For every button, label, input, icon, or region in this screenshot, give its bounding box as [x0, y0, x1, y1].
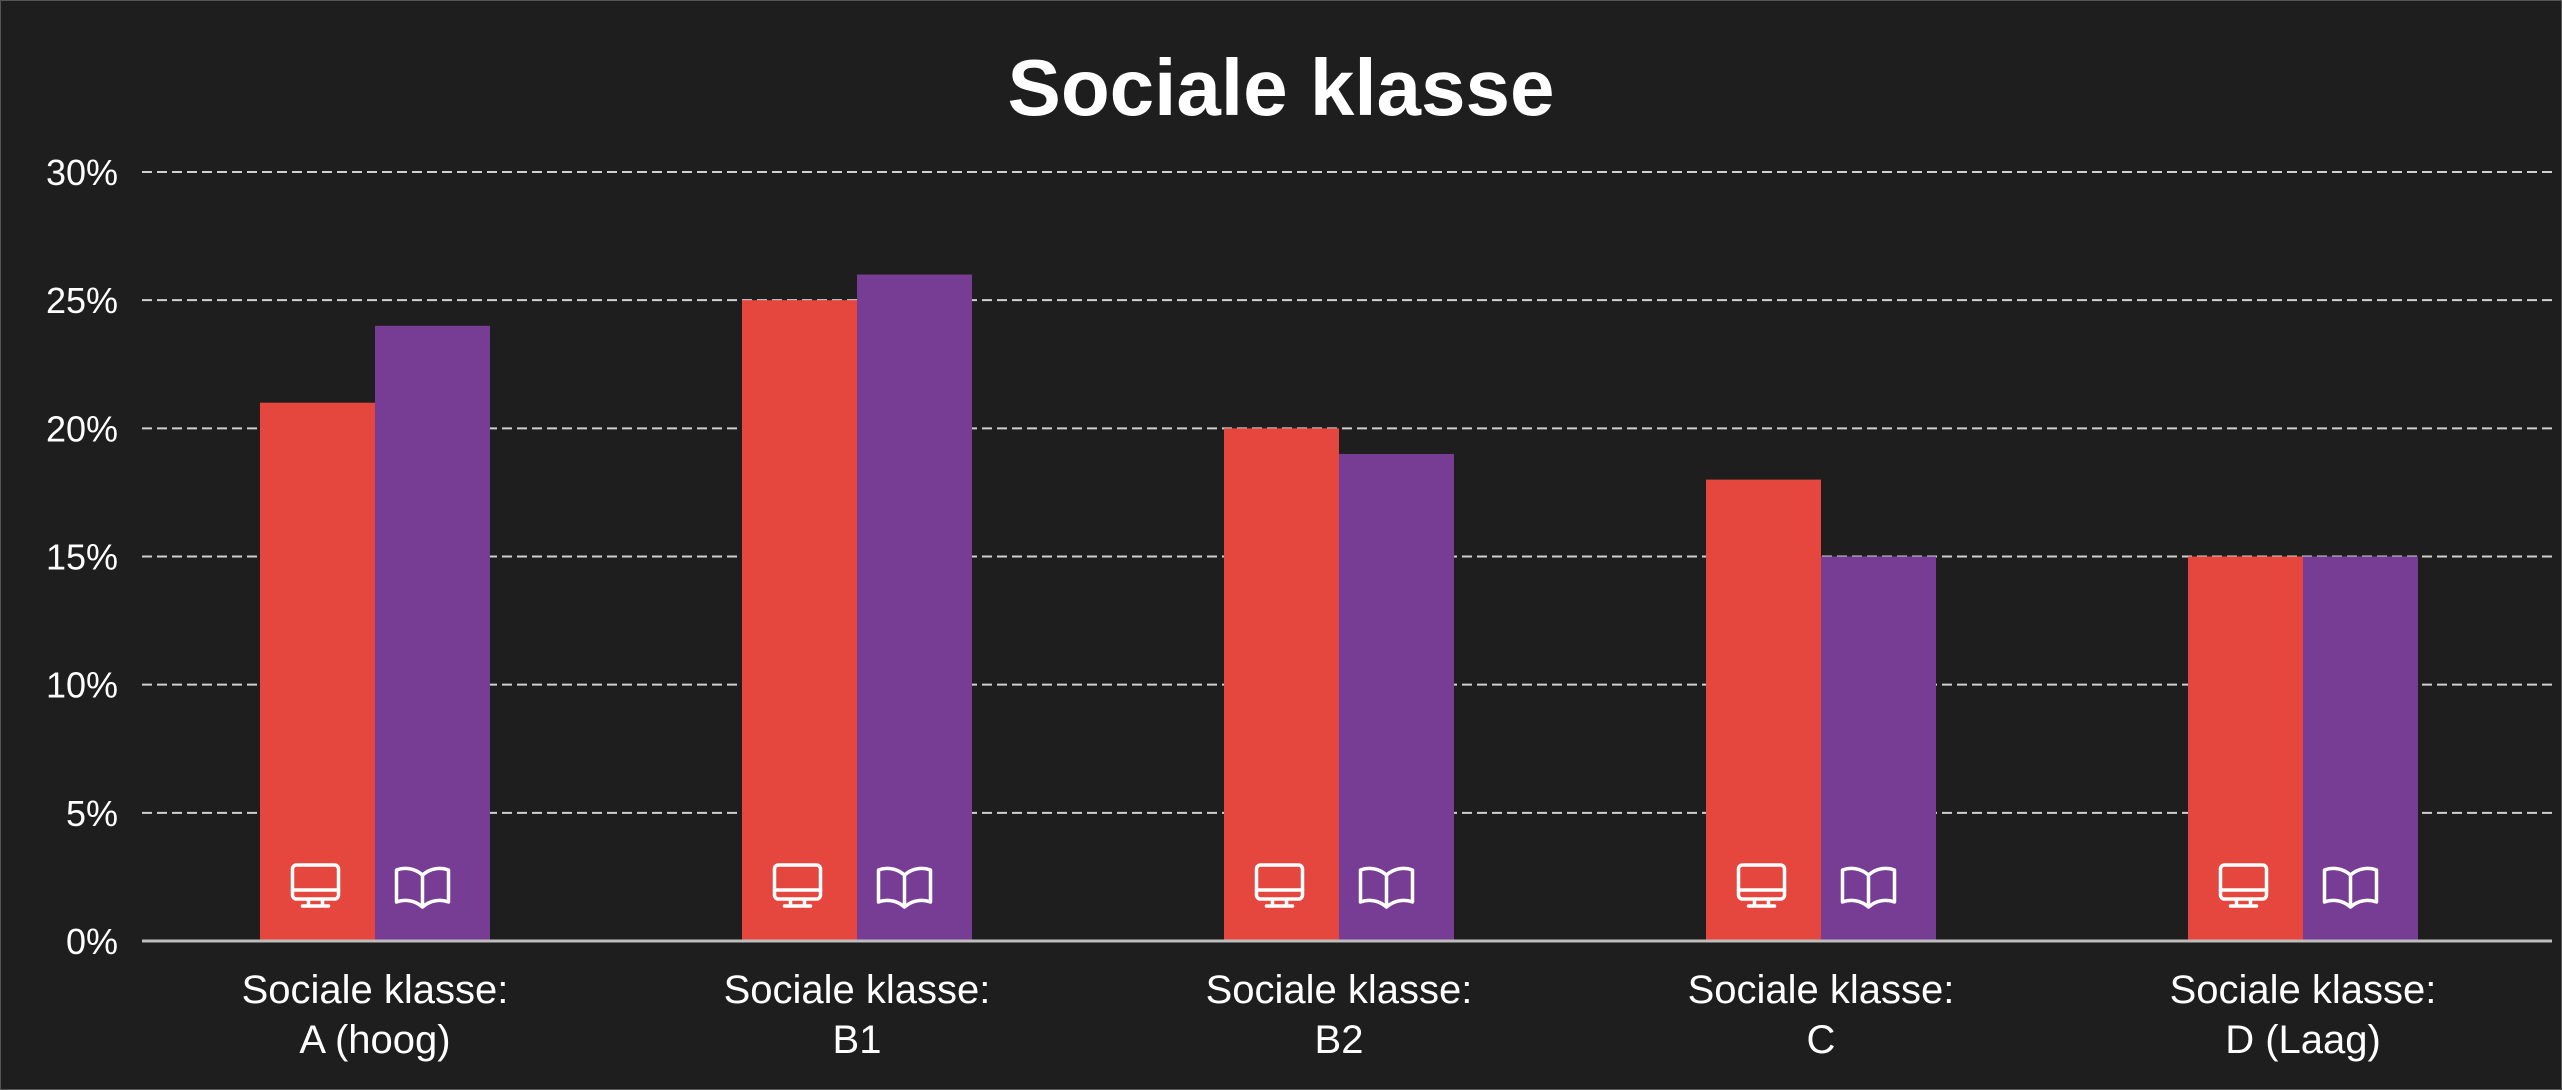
- y-tick-label: 10%: [46, 665, 118, 706]
- x-tick-label: B1: [833, 1018, 882, 1062]
- x-tick-label: Sociale klasse:: [242, 968, 509, 1012]
- bar: [857, 274, 972, 941]
- bar: [1706, 479, 1821, 941]
- y-tick-label: 20%: [46, 408, 118, 449]
- x-tick-label: C: [1807, 1018, 1836, 1062]
- bar-group: [742, 274, 972, 942]
- bar: [1224, 428, 1339, 941]
- monitor-icon: [1736, 863, 1787, 908]
- y-tick-label: 0%: [66, 921, 118, 962]
- book-icon: [2322, 866, 2379, 909]
- bar: [1821, 556, 1936, 941]
- book-icon: [876, 866, 933, 909]
- book-icon: [394, 866, 451, 909]
- bar-group: [1224, 428, 1454, 941]
- x-tick-label: D (Laag): [2225, 1018, 2381, 1062]
- x-tick-label: A (hoog): [299, 1018, 450, 1062]
- book-icon: [1358, 866, 1415, 909]
- x-tick-label: B2: [1315, 1018, 1364, 1062]
- y-tick-label: 25%: [46, 280, 118, 321]
- x-tick-label: Sociale klasse:: [724, 968, 991, 1012]
- bar: [260, 402, 375, 941]
- x-tick-label: Sociale klasse:: [1206, 968, 1473, 1012]
- bar: [2303, 556, 2418, 941]
- chart-title: Sociale klasse: [1007, 43, 1554, 132]
- monitor-icon: [2218, 863, 2269, 908]
- bar-group: [2188, 556, 2418, 941]
- x-tick-label: Sociale klasse:: [2170, 968, 2437, 1012]
- bar: [742, 300, 857, 942]
- monitor-icon: [1254, 863, 1305, 908]
- book-icon: [1840, 866, 1897, 909]
- monitor-icon: [290, 863, 341, 908]
- bar: [1339, 453, 1454, 941]
- bar: [375, 325, 490, 941]
- bar-group: [260, 325, 490, 941]
- monitor-icon: [772, 863, 823, 908]
- bar-group: [1706, 479, 1936, 941]
- bar: [2188, 556, 2303, 941]
- x-tick-label: Sociale klasse:: [1688, 968, 1955, 1012]
- y-tick-label: 30%: [46, 152, 118, 193]
- y-tick-label: 5%: [66, 793, 118, 834]
- y-tick-label: 15%: [46, 537, 118, 578]
